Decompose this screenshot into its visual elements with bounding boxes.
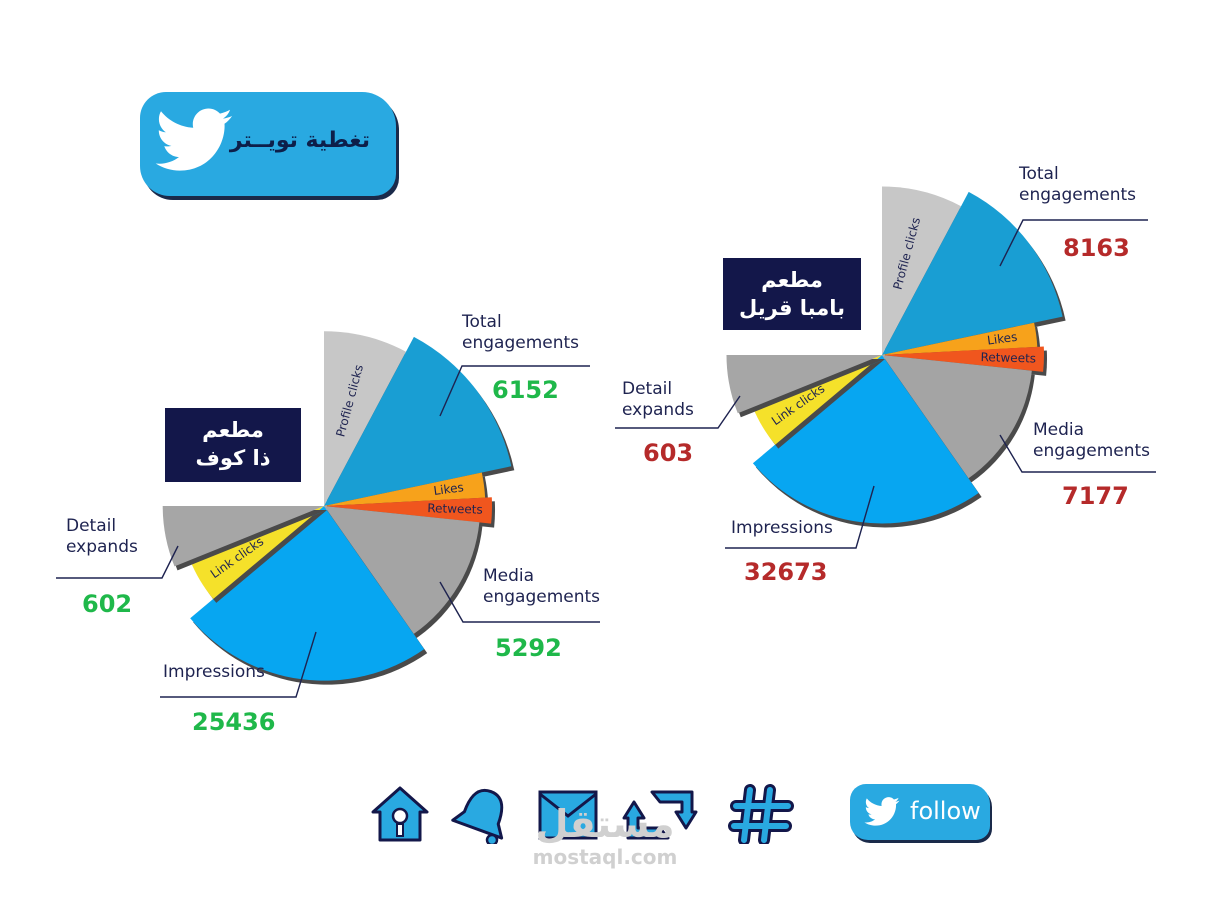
media-engagements-label-right: Media engagements	[1033, 420, 1151, 461]
home-icon[interactable]	[371, 786, 429, 842]
pie-slice-detail	[726, 355, 882, 414]
watermark-arabic: مستقل	[535, 802, 675, 846]
follow-label: follow	[910, 797, 981, 825]
pie-slice-media	[324, 506, 480, 634]
nav-icons-row	[371, 783, 794, 844]
impressions-value-right: 32673	[744, 558, 828, 586]
callout-lines	[56, 219, 1156, 698]
slice-label-likes: Likes	[986, 330, 1018, 348]
detail-expands-label-right: Detail expands	[622, 379, 694, 420]
slice-label-likes: Likes	[433, 480, 465, 498]
pie-slice-profile	[324, 331, 406, 506]
pie-slice-profile	[882, 186, 962, 355]
impressions-label-left: Impressions	[163, 662, 265, 682]
twitter-bird-icon	[864, 797, 900, 826]
bell-icon[interactable]	[451, 783, 516, 844]
callout-line-5	[999, 434, 1156, 473]
retweet-icon[interactable]	[622, 790, 698, 840]
pie-slice-retweets	[324, 497, 493, 524]
watermark: مستقل mostaql.com	[520, 802, 690, 868]
pie-slice-retweets	[882, 346, 1045, 372]
restaurant-line-1: مطعم	[202, 418, 264, 442]
restaurant-line-2: ذا كوف	[195, 446, 271, 470]
pie-slice-link	[190, 506, 324, 599]
media-engagements-value-left: 5292	[495, 634, 562, 662]
hashtag-icon[interactable]	[728, 784, 794, 844]
total-engagements-value-right: 8163	[1063, 234, 1130, 262]
slice-label-retweets: Retweets	[980, 350, 1036, 365]
callout-line-6	[725, 485, 875, 549]
pie-slice-media	[882, 355, 1032, 479]
detail-expands-label-left: Detail expands	[66, 516, 138, 557]
total-engagements-label-left: Total engagements	[462, 312, 580, 353]
callout-line-1	[439, 581, 600, 623]
restaurant-line-2: بامبا قريل	[739, 296, 845, 320]
detail-expands-value-left: 602	[82, 590, 133, 618]
impressions-label-right: Impressions	[731, 518, 833, 538]
callout-line-2	[160, 631, 317, 698]
pie-slice-likes	[882, 322, 1038, 355]
callout-line-7	[615, 395, 741, 429]
pie-slice-total	[324, 336, 512, 506]
pie-slice-impressions	[752, 355, 979, 524]
restaurant-line-1: مطعم	[761, 268, 823, 292]
callout-line-0	[439, 365, 590, 417]
pie-slice-total	[882, 191, 1063, 355]
total-engagements-value-left: 6152	[492, 376, 559, 404]
restaurant-name-right: مطعم بامبا قريل	[723, 258, 861, 330]
pie-slice-impressions	[190, 506, 425, 681]
restaurant-name-left: مطعم ذا كوف	[165, 408, 301, 482]
callout-line-3	[56, 545, 179, 579]
pie-slice-detail	[162, 506, 324, 567]
media-engagements-label-left: Media engagements	[483, 566, 601, 607]
mail-icon[interactable]	[538, 790, 598, 840]
slice-label-retweets: Retweets	[427, 501, 483, 516]
watermark-latin: mostaql.com	[532, 845, 678, 869]
pie-slice-likes	[324, 472, 486, 506]
detail-expands-value-right: 603	[643, 439, 694, 467]
callout-line-4	[999, 219, 1148, 267]
follow-button[interactable]: follow	[850, 784, 990, 840]
media-engagements-value-right: 7177	[1062, 482, 1129, 510]
total-engagements-label-right: Total engagements	[1019, 164, 1137, 205]
pie-slice-link	[752, 355, 882, 445]
badge-title: تغطية تويــتر	[229, 128, 370, 153]
twitter-coverage-badge: تغطية تويــتر	[140, 92, 396, 196]
twitter-bird-icon	[155, 108, 233, 171]
impressions-value-left: 25436	[192, 708, 276, 736]
